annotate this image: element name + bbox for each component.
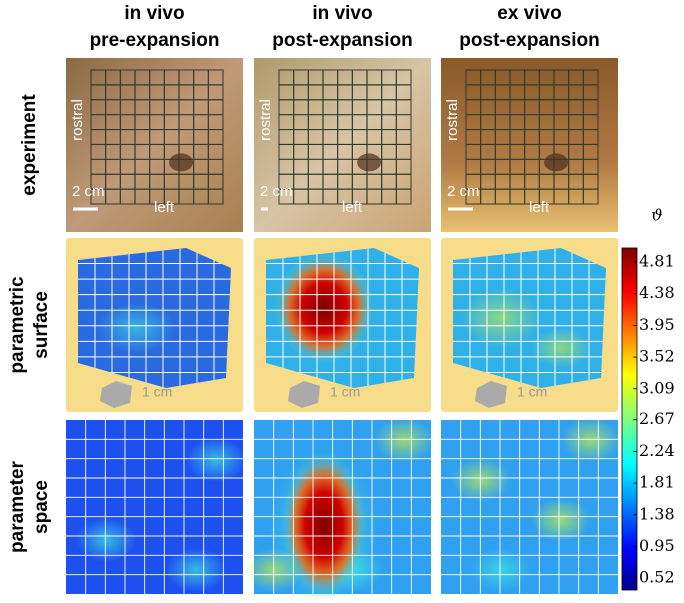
colorbar-tick-label: 2.24	[639, 441, 675, 460]
bottom-label: left	[154, 199, 175, 216]
colorbar	[622, 248, 637, 590]
column-subtitle: pre-expansion	[90, 30, 220, 51]
colorbar-tick-label: 3.52	[639, 347, 675, 366]
scale-label: 1 cm	[142, 384, 172, 400]
parameter-space	[66, 420, 246, 594]
side-label: rostral	[69, 99, 86, 141]
colorbar-tick-label: 2.67	[639, 409, 675, 428]
side-label: rostral	[444, 99, 461, 141]
bottom-label: left	[529, 199, 550, 216]
column-title: in vivo	[124, 3, 184, 24]
row-label: space	[31, 480, 52, 534]
column-title: ex vivo	[497, 3, 561, 24]
row-label: parameter	[7, 460, 28, 552]
side-label: rostral	[257, 99, 274, 141]
column-title: in vivo	[312, 3, 372, 24]
scale-label: 2 cm	[447, 183, 480, 200]
colorbar-tick-label: 1.81	[639, 473, 675, 492]
colorbar-tick-label: 3.95	[639, 315, 675, 334]
scale-label: 1 cm	[330, 384, 360, 400]
colorbar-tick-label: 4.38	[639, 283, 675, 302]
scale-label: 1 cm	[517, 384, 547, 400]
bottom-label: left	[342, 199, 363, 216]
colorbar-tick-label: 1.38	[639, 504, 675, 523]
figure: ϑ in vivo pre-expansion in vivo post-expans…	[0, 0, 684, 598]
colorbar-tick-label: 0.52	[639, 568, 675, 587]
scale-label: 2 cm	[72, 183, 105, 200]
colorbar-tick-label: 0.95	[639, 536, 675, 555]
parameter-space	[244, 418, 434, 598]
column-subtitle: post-expansion	[272, 30, 412, 51]
row-label: surface	[31, 291, 52, 359]
colorbar-tick-label: 4.81	[639, 252, 675, 271]
row-label: parametric	[7, 276, 28, 374]
column-subtitle: post-expansion	[459, 30, 599, 51]
colorbar-tick-label: 3.09	[639, 378, 675, 397]
row-label: experiment	[19, 94, 40, 196]
colorbar-symbol: ϑ	[651, 206, 662, 225]
parameter-space	[441, 418, 621, 594]
scale-label: 2 cm	[260, 183, 293, 200]
